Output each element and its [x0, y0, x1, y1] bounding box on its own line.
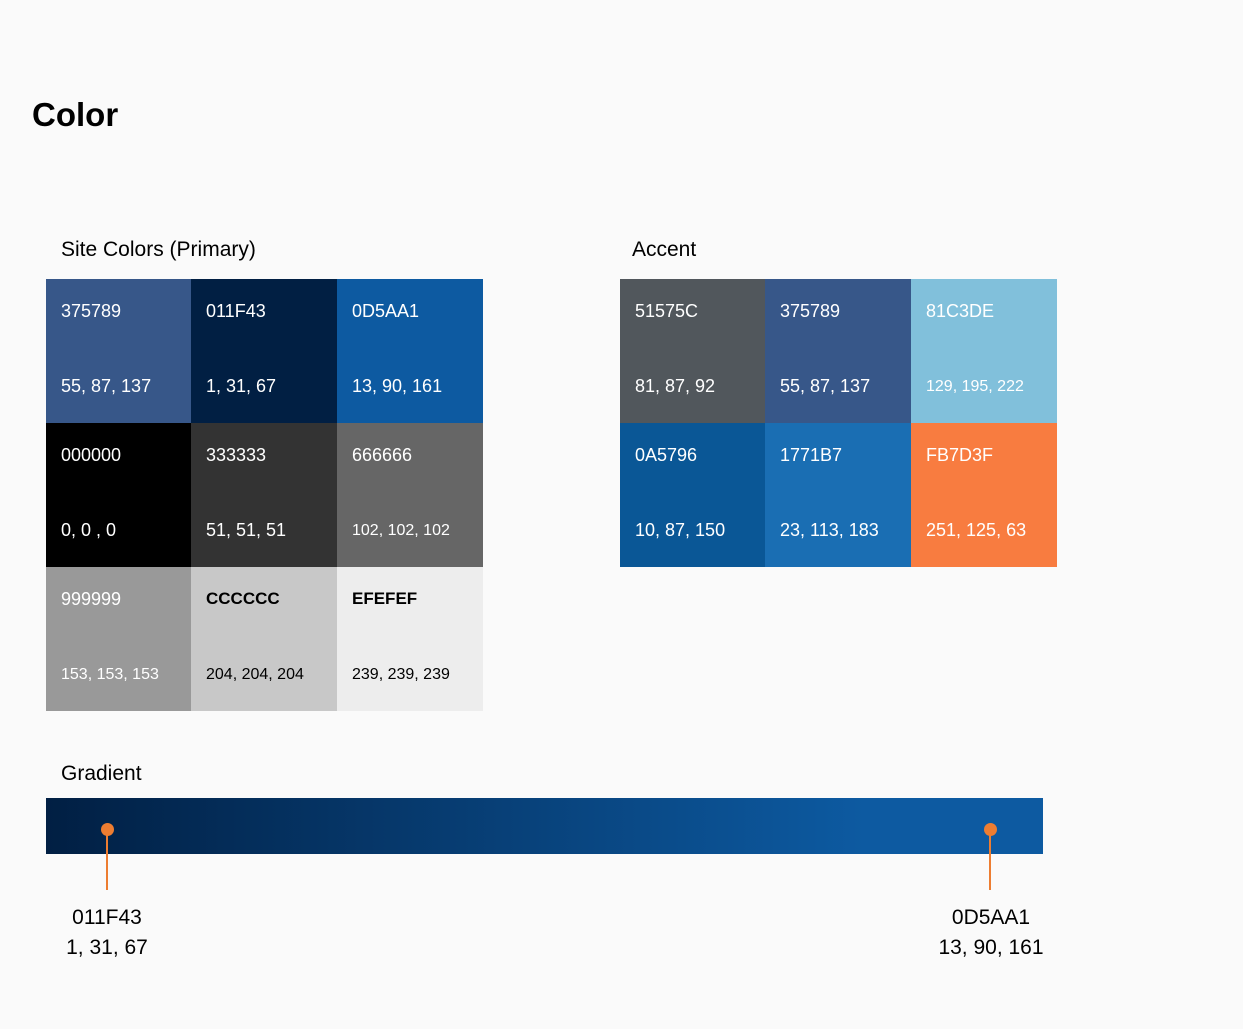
swatch-rgb-value: 153, 153, 153	[61, 666, 159, 683]
color-swatch: 000000 0, 0 , 0	[46, 423, 191, 567]
color-swatch: CCCCCC 204, 204, 204	[191, 567, 337, 711]
swatch-rgb-value: 23, 113, 183	[780, 520, 879, 540]
swatch-rgb-value: 129, 195, 222	[926, 378, 1024, 395]
color-swatch: 0D5AA1 13, 90, 161	[337, 279, 483, 423]
gradient-start-hex: 011F43	[72, 906, 142, 929]
swatch-rgb-value: 10, 87, 150	[635, 520, 726, 540]
gradient-start-marker-line	[106, 829, 108, 890]
gradient-section-label: Gradient	[61, 762, 142, 785]
color-swatch: 81C3DE 129, 195, 222	[911, 279, 1057, 423]
swatch-rgb-value: 55, 87, 137	[780, 376, 871, 396]
color-swatch: 011F43 1, 31, 67	[191, 279, 337, 423]
swatch-rgb-value: 1, 31, 67	[206, 376, 277, 396]
swatch-rgb-value: 0, 0 , 0	[61, 520, 117, 540]
swatch-hex-code: 999999	[61, 589, 122, 609]
swatch-rgb-value: 204, 204, 204	[206, 666, 304, 683]
swatch-rgb-value: 55, 87, 137	[61, 376, 152, 396]
swatch-rgb-value: 251, 125, 63	[926, 520, 1027, 540]
swatch-rgb-value: 239, 239, 239	[352, 666, 450, 683]
swatch-rgb-value: 81, 87, 92	[635, 376, 716, 396]
gradient-start-label: 011F43 1, 31, 67	[27, 903, 187, 963]
swatch-rgb-value: 102, 102, 102	[352, 522, 450, 539]
swatch-hex-code: 375789	[780, 301, 841, 321]
color-swatch: EFEFEF 239, 239, 239	[337, 567, 483, 711]
color-swatch: 999999 153, 153, 153	[46, 567, 191, 711]
accent-swatch-grid: 51575C 81, 87, 92 375789 55, 87, 137 81C3DE 1…	[620, 279, 1057, 567]
gradient-end-marker-dot	[984, 823, 997, 836]
gradient-end-rgb: 13, 90, 161	[938, 936, 1044, 959]
accent-section-label: Accent	[632, 238, 697, 261]
color-swatch: FB7D3F 251, 125, 63	[911, 423, 1057, 567]
swatch-hex-code: 666666	[352, 445, 413, 465]
color-swatch: 375789 55, 87, 137	[765, 279, 911, 423]
swatch-hex-code: FB7D3F	[926, 445, 994, 465]
swatch-hex-code: 51575C	[635, 301, 699, 321]
swatch-hex-code: EFEFEF	[352, 589, 418, 608]
swatch-hex-code: 1771B7	[780, 445, 843, 465]
gradient-end-hex: 0D5AA1	[951, 906, 1031, 929]
swatch-hex-code: 333333	[206, 445, 267, 465]
swatch-rgb-value: 13, 90, 161	[352, 376, 443, 396]
swatch-hex-code: 0A5796	[635, 445, 698, 465]
color-swatch: 0A5796 10, 87, 150	[620, 423, 765, 567]
swatch-hex-code: 000000	[61, 445, 122, 465]
color-swatch: 666666 102, 102, 102	[337, 423, 483, 567]
color-swatch: 1771B7 23, 113, 183	[765, 423, 911, 567]
primary-section-label: Site Colors (Primary)	[61, 238, 256, 261]
page-title: Color	[32, 96, 119, 133]
gradient-start-marker-dot	[101, 823, 114, 836]
gradient-start-rgb: 1, 31, 67	[66, 936, 148, 959]
gradient-end-label: 0D5AA1 13, 90, 161	[911, 903, 1071, 963]
swatch-rgb-value: 51, 51, 51	[206, 520, 287, 540]
gradient-end-marker-line	[989, 829, 991, 890]
swatch-hex-code: 011F43	[206, 301, 266, 321]
primary-swatch-grid: 375789 55, 87, 137 011F43 1, 31, 67 0D5AA1 13…	[46, 279, 483, 711]
color-swatch: 333333 51, 51, 51	[191, 423, 337, 567]
color-swatch: 51575C 81, 87, 92	[620, 279, 765, 423]
color-swatch: 375789 55, 87, 137	[46, 279, 191, 423]
swatch-hex-code: 375789	[61, 301, 122, 321]
swatch-hex-code: 81C3DE	[926, 301, 995, 321]
gradient-bar	[46, 798, 1043, 854]
swatch-hex-code: CCCCCC	[206, 589, 280, 608]
swatch-hex-code: 0D5AA1	[352, 301, 420, 321]
